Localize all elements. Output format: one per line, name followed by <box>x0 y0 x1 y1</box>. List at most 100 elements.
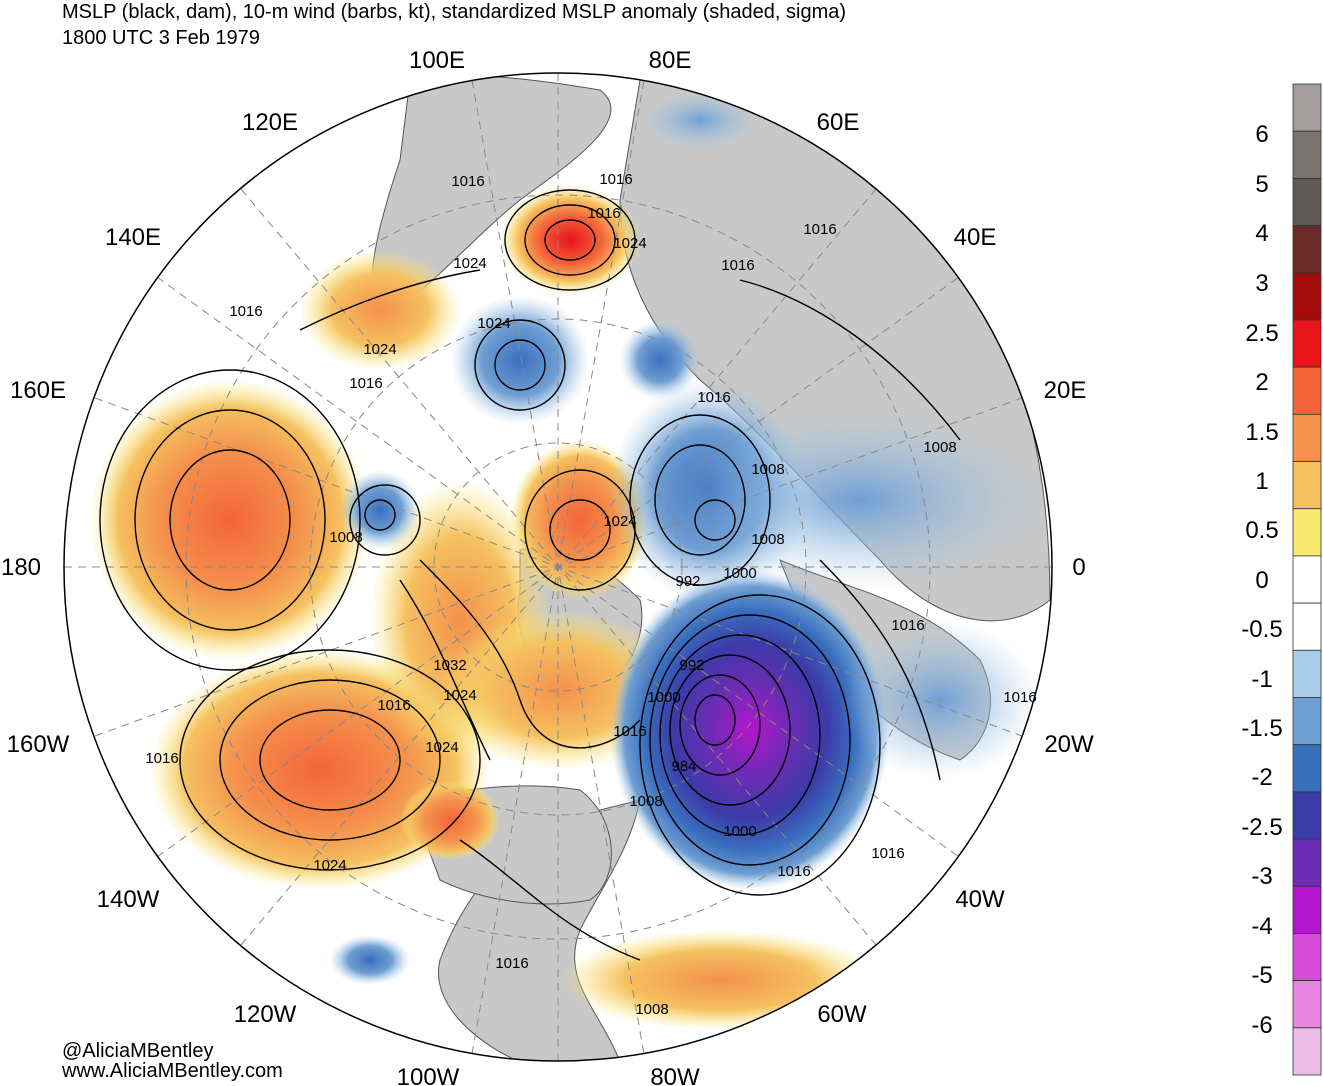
colorbar-swatch <box>1292 1027 1322 1076</box>
isobar-label: 1032 <box>433 657 466 674</box>
credit-website: www.AliciaMBentley.com <box>62 1060 283 1082</box>
isobar-label: 1000 <box>723 823 756 840</box>
longitude-label: 40W <box>955 886 1005 913</box>
isobar-label: 1000 <box>647 689 680 706</box>
longitude-label: 140E <box>105 224 161 251</box>
longitude-label: 60E <box>817 109 860 136</box>
isobar-label: 1016 <box>587 205 620 222</box>
longitude-label: 60W <box>817 1001 867 1028</box>
isobar-label: 1024 <box>425 739 458 756</box>
colorbar-label: -2 <box>1251 764 1272 791</box>
isobar-label: 1024 <box>453 255 486 272</box>
colorbar-swatch <box>1292 319 1322 368</box>
colorbar-swatch <box>1292 602 1322 651</box>
isobar-label: 1008 <box>329 529 362 546</box>
longitude-label: 140W <box>97 886 160 913</box>
longitude-labels: 100E 80E 120E 60E 140E 40E 160E 20E 180 0 160W 20W 1… <box>1 47 1094 1086</box>
colorbar-swatch <box>1292 508 1322 557</box>
colorbar-swatch <box>1292 744 1322 793</box>
isobar-label: 1024 <box>603 513 636 530</box>
isobar-label: 1016 <box>871 845 904 862</box>
longitude-label: 160W <box>7 731 70 758</box>
colorbar-label: 1.5 <box>1245 419 1278 446</box>
isobar-label: 1016 <box>803 221 836 238</box>
isobar-label: 1008 <box>629 793 662 810</box>
colorbar-label: 1 <box>1255 468 1268 495</box>
isobar-label: 984 <box>671 758 696 775</box>
isobar-label: 1016 <box>349 375 382 392</box>
isobar-label: 1024 <box>477 315 510 332</box>
longitude-label: 100W <box>397 1064 460 1086</box>
isobar-label: 992 <box>675 573 700 590</box>
graticule <box>64 73 1052 1061</box>
colorbar-swatch <box>1292 130 1322 179</box>
colorbar-swatch <box>1292 413 1322 462</box>
colorbar-swatch <box>1292 649 1322 698</box>
colorbar-label: -1 <box>1251 666 1272 693</box>
colorbar-swatch <box>1292 838 1322 887</box>
longitude-label: 80W <box>650 1064 700 1086</box>
isobar-label: 1016 <box>1003 689 1036 706</box>
isobar-label: 1016 <box>451 173 484 190</box>
isobar-label: 1016 <box>145 750 178 767</box>
colorbar-label: 0 <box>1255 567 1268 594</box>
colorbar-swatch <box>1292 366 1322 415</box>
isobar-label: 1000 <box>723 565 756 582</box>
colorbar-swatch <box>1292 885 1322 934</box>
longitude-label: 20W <box>1044 731 1094 758</box>
colorbar-label: 2 <box>1255 369 1268 396</box>
isobar-label: 1024 <box>613 235 646 252</box>
colorbar-label: -5 <box>1251 962 1272 989</box>
colorbar-swatch <box>1292 933 1322 982</box>
colorbar-label: 6 <box>1255 121 1268 148</box>
isobar-label: 1024 <box>363 341 396 358</box>
longitude-label: 40E <box>954 224 997 251</box>
longitude-label: 20E <box>1044 377 1087 404</box>
isobar-label: 1008 <box>751 461 784 478</box>
isobar-contours <box>99 189 961 961</box>
colorbar-label: 3 <box>1255 270 1268 297</box>
colorbar-label: 4 <box>1255 220 1268 247</box>
colorbar-swatch <box>1292 791 1322 840</box>
colorbar-label: 5 <box>1255 171 1268 198</box>
isobar-label: 1008 <box>923 439 956 456</box>
colorbar-swatch <box>1292 555 1322 604</box>
isobar-label: 1008 <box>751 531 784 548</box>
colorbar-label: 2.5 <box>1245 320 1278 347</box>
colorbar-swatches <box>1292 83 1322 1076</box>
colorbar-swatch <box>1292 177 1322 226</box>
colorbar-swatch <box>1292 697 1322 746</box>
colorbar-swatch <box>1292 225 1322 274</box>
isobar-label: 1016 <box>721 257 754 274</box>
isobar-label: 1016 <box>891 617 924 634</box>
colorbar-label: -0.5 <box>1241 616 1282 643</box>
colorbar-swatch <box>1292 83 1322 132</box>
isobar-label: 1016 <box>613 723 646 740</box>
colorbar-label: 0.5 <box>1245 517 1278 544</box>
colorbar-swatch <box>1292 272 1322 321</box>
map-title: MSLP (black, dam), 10-m wind (barbs, kt)… <box>62 1 847 23</box>
longitude-label: 180 <box>1 554 41 581</box>
longitude-label: 100E <box>409 47 465 74</box>
map-boundary <box>63 72 1053 1062</box>
colorbar-label: -4 <box>1251 913 1272 940</box>
colorbar-label: -3 <box>1251 863 1272 890</box>
longitude-label: 80E <box>649 47 692 74</box>
colorbar-label: -1.5 <box>1241 715 1282 742</box>
longitude-label: 160E <box>10 377 66 404</box>
isobar-label: 1016 <box>229 303 262 320</box>
isobar-label: 1024 <box>443 687 476 704</box>
isobar-labels: 1016 1016 1016 1024 1024 1016 1016 1024 1024 1016… <box>145 171 1036 1018</box>
isobar-label: 992 <box>679 657 704 674</box>
colorbar-label: -2.5 <box>1241 814 1282 841</box>
map-valid-time: 1800 UTC 3 Feb 1979 <box>62 27 260 49</box>
longitude-label: 120W <box>234 1001 297 1028</box>
isobar-label: 1016 <box>697 389 730 406</box>
isobar-label: 1016 <box>377 697 410 714</box>
isobar-label: 1008 <box>635 1001 668 1018</box>
credit-handle: @AliciaMBentley <box>62 1040 214 1062</box>
colorbar-label: -6 <box>1251 1012 1272 1039</box>
colorbar-swatch <box>1292 461 1322 510</box>
